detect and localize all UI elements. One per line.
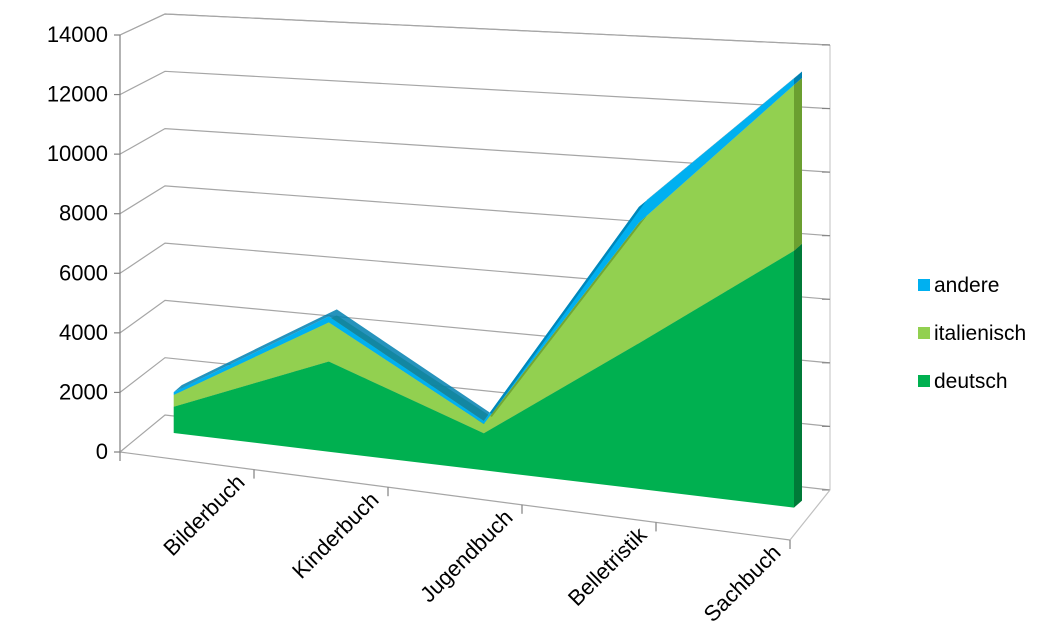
legend-swatch-andere <box>918 279 930 291</box>
area-side-deutsch <box>794 243 802 508</box>
y-tick-label: 10000 <box>47 141 108 166</box>
gridlines <box>119 13 831 491</box>
legend: andere italienisch deutsch <box>918 274 1026 393</box>
y-tick-label: 4000 <box>59 320 108 345</box>
y-tick-label: 6000 <box>59 260 108 285</box>
floor-right-edge <box>789 489 831 541</box>
gridline <box>119 127 831 173</box>
legend-label-italienisch: italienisch <box>934 322 1026 345</box>
y-tick-label: 8000 <box>59 201 108 226</box>
area-side-italienisch <box>794 78 802 251</box>
gridline <box>119 185 831 237</box>
y-tick-label: 14000 <box>47 22 108 47</box>
legend-label-deutsch: deutsch <box>934 370 1008 393</box>
area-deutsch <box>173 250 794 508</box>
x-tick-label: Bilderbuch <box>158 469 249 560</box>
x-tick-label: Belletristik <box>563 522 652 611</box>
floor-front-edge <box>119 451 791 541</box>
y-axis: 0 2000 4000 6000 8000 10000 12000 14000 <box>47 22 830 491</box>
x-tick-label: Kinderbuch <box>287 487 383 583</box>
area-side-andere <box>794 71 802 85</box>
x-tick-label: Jugendbuch <box>415 505 517 607</box>
chart-floor <box>119 451 831 541</box>
gridline <box>119 70 831 110</box>
plot-area <box>173 71 802 508</box>
x-tick-label: Sachbuch <box>699 540 786 627</box>
y-tick-label: 0 <box>96 439 108 464</box>
area-italienisch <box>173 85 794 434</box>
legend-swatch-italienisch <box>918 327 930 339</box>
y-tick-label: 2000 <box>59 379 108 404</box>
y-tick-label: 12000 <box>47 82 108 107</box>
gridline <box>119 13 831 46</box>
legend-label-andere: andere <box>934 274 999 297</box>
legend-swatch-deutsch <box>918 375 930 387</box>
